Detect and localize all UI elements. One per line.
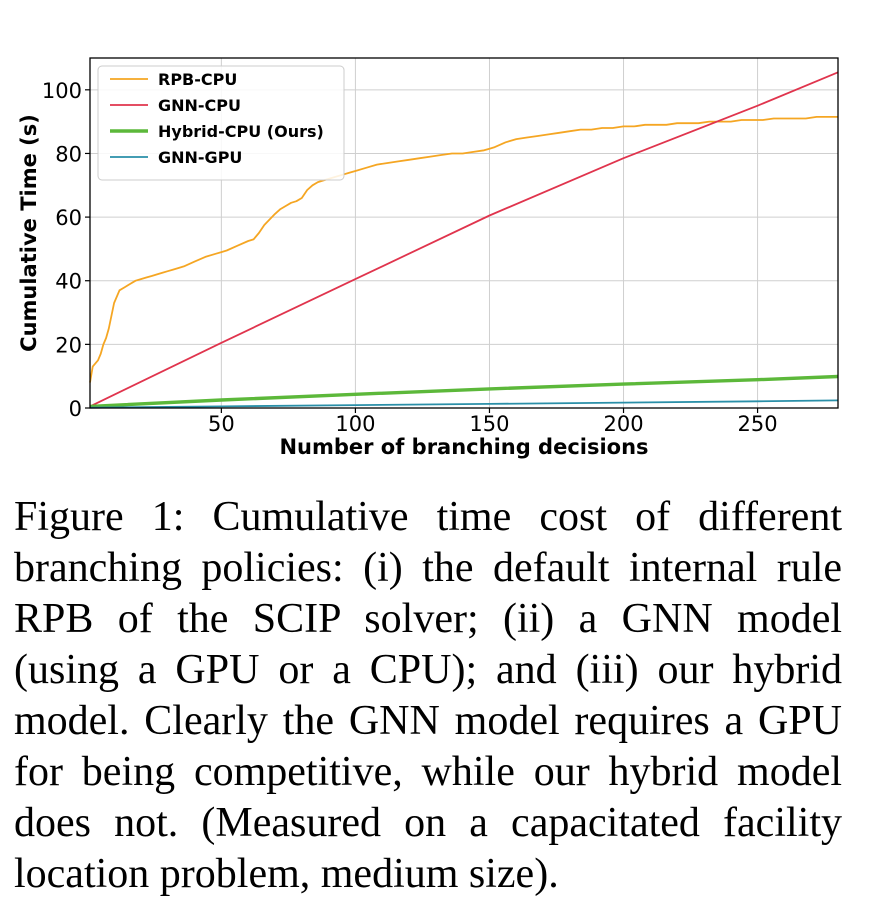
y-tick-label: 60 [55, 206, 82, 230]
line-chart: 50 100 150 200 250 0 20 40 60 80 100 Number of bra… [17, 57, 839, 459]
figure-caption: Figure 1: Cumulative time cost of differ… [14, 494, 842, 897]
y-tick-label: 20 [55, 333, 82, 357]
y-tick-label: 40 [55, 270, 82, 294]
legend-label: Hybrid-CPU (Ours) [158, 122, 324, 141]
legend-box [97, 65, 345, 181]
series-lines [89, 71, 839, 409]
series-line-rpb-cpu [89, 116, 838, 383]
x-tick-label: 250 [738, 412, 778, 436]
series-line-gnn-gpu [89, 399, 839, 409]
y-tick-label: 100 [42, 79, 82, 103]
x-tick-label: 50 [208, 412, 235, 436]
plot-frame [89, 57, 839, 409]
y-tick-label: 80 [55, 142, 82, 166]
y-axis-label: Cumulative Time (s) [17, 114, 41, 352]
legend-label: GNN-GPU [158, 148, 242, 167]
legend: RPB-CPU GNN-CPU Hybrid-CPU (Ours) GNN-GPU [97, 65, 345, 181]
x-axis-label: Number of branching decisions [279, 435, 648, 459]
series-line-hybrid-cpu-ours [89, 374, 839, 409]
legend-label: GNN-CPU [158, 96, 241, 115]
legend-label: RPB-CPU [158, 70, 237, 89]
axis-ticks: 50 100 150 200 250 0 20 40 60 80 100 [42, 79, 778, 436]
x-tick-label: 100 [335, 412, 375, 436]
series-line-gnn-cpu [89, 71, 839, 408]
x-tick-label: 150 [469, 412, 509, 436]
x-tick-label: 200 [603, 412, 643, 436]
y-tick-label: 0 [69, 397, 82, 421]
